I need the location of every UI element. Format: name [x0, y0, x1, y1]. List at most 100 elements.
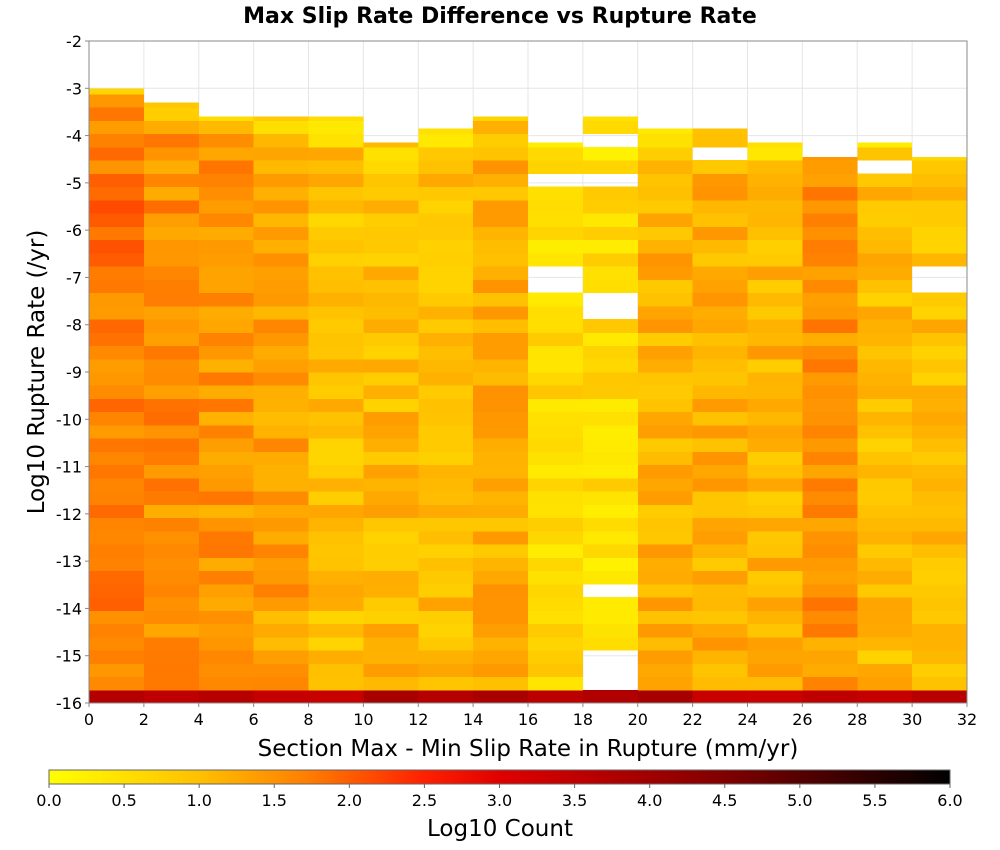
heatmap-cell	[253, 530, 309, 545]
heatmap-cell	[802, 597, 858, 611]
heatmap-cell	[418, 597, 474, 611]
heatmap-cell	[582, 116, 638, 121]
heatmap-cell	[198, 663, 254, 678]
x-tick-label: 20	[628, 710, 648, 729]
heatmap-cell	[143, 689, 199, 703]
heatmap-cell	[473, 372, 528, 386]
heatmap-cell	[308, 689, 364, 703]
colorbar-label: Log10 Count	[427, 816, 573, 842]
heatmap-cell	[473, 173, 528, 188]
heatmap-cell	[253, 199, 309, 214]
heatmap-cell	[253, 239, 309, 254]
heatmap-cell	[528, 544, 583, 558]
heatmap-cell	[637, 451, 693, 466]
heatmap-cell	[637, 146, 693, 161]
heatmap-cell	[143, 199, 199, 214]
heatmap-cell	[912, 332, 967, 347]
heatmap-cell	[802, 332, 858, 347]
heatmap-cell	[637, 623, 693, 638]
heatmap-cell	[692, 583, 748, 598]
heatmap-cell	[802, 385, 858, 399]
heatmap-cell	[857, 650, 913, 664]
heatmap-cell	[692, 451, 748, 466]
heatmap-cell	[637, 319, 693, 333]
heatmap-cell	[637, 663, 693, 678]
heatmap-cell	[637, 650, 693, 664]
heatmap-cell	[363, 292, 419, 307]
heatmap-cell	[637, 239, 693, 254]
heatmap-cell	[582, 570, 638, 585]
heatmap-cell	[857, 252, 913, 267]
heatmap-cell	[198, 133, 254, 148]
heatmap-cell	[857, 477, 913, 492]
heatmap-cell	[308, 517, 364, 532]
heatmap-cell	[582, 491, 638, 505]
heatmap-cell	[198, 146, 254, 161]
heatmap-cell	[253, 120, 309, 135]
heatmap-cell	[198, 305, 254, 320]
heatmap-cell	[747, 358, 803, 373]
heatmap-cell	[857, 610, 913, 625]
heatmap-cell	[692, 610, 748, 625]
heatmap-cell	[89, 636, 144, 651]
heatmap-cell	[637, 160, 693, 174]
x-tick-label: 2	[139, 710, 149, 729]
heatmap-cell	[89, 385, 144, 399]
heatmap-cell	[308, 438, 364, 452]
heatmap-cell	[418, 411, 474, 426]
x-tick-label: 14	[463, 710, 483, 729]
x-tick-label: 28	[847, 710, 867, 729]
heatmap-cell	[912, 398, 967, 413]
heatmap-cell	[143, 345, 199, 360]
heatmap-cell	[637, 557, 693, 572]
heatmap-cell	[253, 557, 309, 572]
heatmap-cell	[89, 504, 144, 519]
heatmap-cell	[253, 213, 309, 227]
heatmap-cell	[528, 345, 583, 360]
heatmap-cell	[253, 597, 309, 611]
heatmap-cell	[528, 424, 583, 439]
heatmap-cell	[253, 464, 309, 479]
heatmap-cell	[802, 305, 858, 320]
heatmap-cell	[582, 146, 638, 161]
heatmap-cell	[253, 689, 309, 703]
heatmap-cell	[912, 570, 967, 585]
heatmap-cell	[528, 186, 583, 201]
heatmap-cell	[747, 689, 803, 703]
heatmap-cell	[143, 530, 199, 545]
y-tick-label: -6	[66, 221, 82, 240]
heatmap-cell	[473, 451, 528, 466]
heatmap-cell	[473, 438, 528, 452]
heatmap-cell	[582, 226, 638, 241]
heatmap-cell	[418, 305, 474, 320]
heatmap-cell	[198, 186, 254, 201]
heatmap-cell	[143, 305, 199, 320]
heatmap-cell	[473, 279, 528, 294]
heatmap-cell	[637, 411, 693, 426]
heatmap-cell	[528, 226, 583, 241]
heatmap-cell	[308, 226, 364, 241]
heatmap-cell	[308, 266, 364, 280]
heatmap-cell	[198, 491, 254, 505]
heatmap-cell	[363, 239, 419, 254]
x-tick-label: 12	[408, 710, 428, 729]
heatmap-cell	[857, 385, 913, 399]
heatmap-cell	[198, 279, 254, 294]
heatmap-cell	[582, 398, 638, 413]
heatmap-cell	[363, 160, 419, 174]
heatmap-cell	[363, 186, 419, 201]
heatmap-cell	[473, 199, 528, 214]
heatmap-cell	[528, 332, 583, 347]
y-tick-label: -4	[66, 127, 82, 146]
heatmap-cell	[473, 133, 528, 148]
heatmap-cell	[198, 689, 254, 703]
heatmap-cell	[89, 199, 144, 214]
heatmap-cell	[143, 650, 199, 664]
heatmap-cell	[802, 239, 858, 254]
heatmap-cell	[692, 133, 748, 148]
heatmap-cell	[198, 173, 254, 188]
heatmap-cell	[143, 570, 199, 585]
x-axis-ticks: 0 2 4 6 8 10 12 14 16 18 20 22 24 26 28 30 32	[84, 703, 977, 729]
heatmap-cell	[857, 557, 913, 572]
heatmap-cell	[89, 213, 144, 227]
